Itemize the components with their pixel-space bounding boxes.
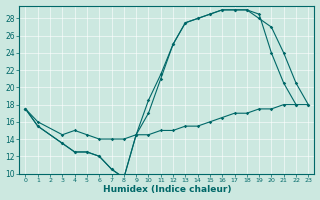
X-axis label: Humidex (Indice chaleur): Humidex (Indice chaleur) — [103, 185, 231, 194]
